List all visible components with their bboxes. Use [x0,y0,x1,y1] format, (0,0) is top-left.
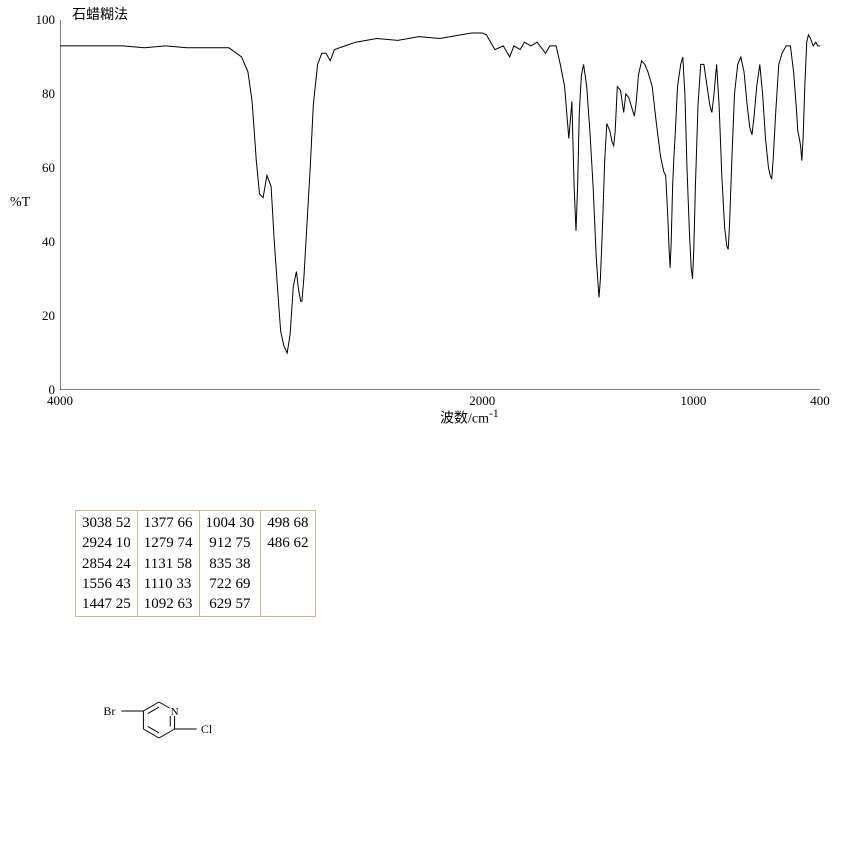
y-axis-label: %T [10,195,30,211]
peak-col-2: 1004 30 912 75 835 38 722 69 629 57 [199,511,261,617]
x-tick: 400 [810,393,830,409]
y-tick: 20 [25,308,55,324]
x-axis-label: 波数/cm-1 [440,407,499,428]
peak-col-1: 1377 66 1279 74 1131 58 1110 33 1092 63 [137,511,199,617]
x-tick: 2000 [469,393,495,409]
peak-col-0: 3038 52 2924 10 2854 24 1556 43 1447 25 [76,511,138,617]
y-tick: 40 [25,234,55,250]
x-tick: 1000 [680,393,706,409]
y-tick: 80 [25,86,55,102]
molecule-structure: N Cl Br [74,680,244,760]
svg-text:Cl: Cl [201,722,213,736]
peak-col-3: 498 68 486 62 [261,511,315,617]
y-tick: 60 [25,160,55,176]
ir-spectrum-chart [60,20,820,390]
y-tick: 100 [25,12,55,28]
x-tick: 4000 [47,393,73,409]
svg-text:N: N [171,706,179,718]
x-axis-label-text: 波数/cm [440,412,489,427]
peak-table: 3038 52 2924 10 2854 24 1556 43 1447 25 … [75,510,316,617]
svg-text:Br: Br [103,704,115,718]
